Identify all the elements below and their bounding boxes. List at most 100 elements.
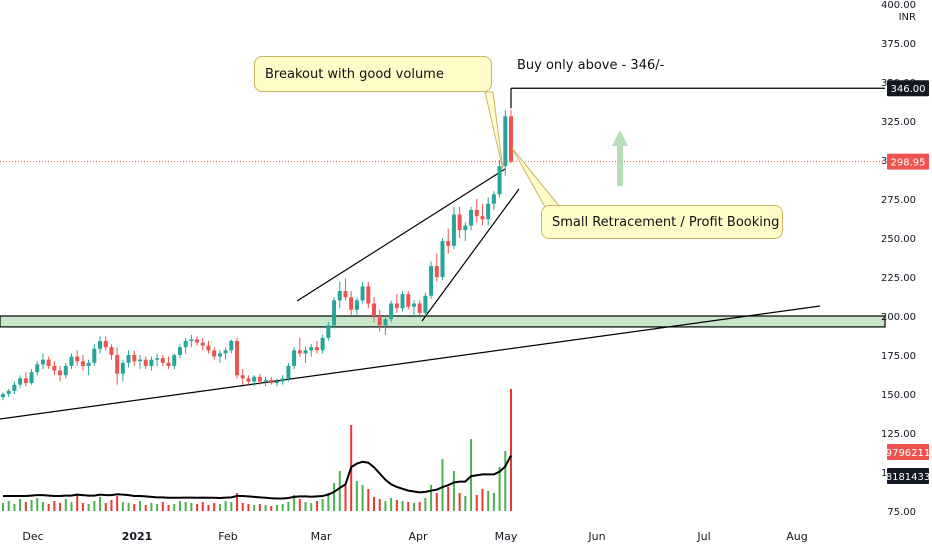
volume-bar — [344, 485, 347, 511]
candle-body — [12, 384, 17, 391]
volume-bar — [470, 439, 473, 511]
volume-bar — [236, 493, 239, 511]
volume-bar — [156, 504, 159, 511]
candle-body — [463, 225, 468, 231]
y-tick-label: 250.00 — [881, 234, 916, 245]
x-tick-label: 2021 — [122, 530, 153, 543]
candle-body — [320, 337, 325, 351]
volume-bar — [230, 502, 233, 511]
volume-bar — [7, 501, 10, 511]
volume-bar — [53, 501, 56, 511]
candle-body — [126, 355, 131, 363]
volume-bar — [458, 493, 461, 511]
up-arrow-icon — [612, 130, 628, 186]
y-tick-label: 225.00 — [881, 273, 916, 284]
candle-body — [172, 355, 177, 366]
candle-body — [263, 379, 268, 382]
volume-bar — [407, 502, 410, 511]
candle-body — [240, 375, 245, 379]
volume-bar — [275, 505, 278, 511]
candle-body — [451, 214, 456, 246]
price-badge — [887, 468, 929, 484]
y-tick-label: 150.00 — [881, 390, 916, 401]
y-tick-label: 325.00 — [881, 117, 916, 128]
candle-body — [29, 372, 34, 384]
y-tick-label: 275.00 — [881, 195, 916, 206]
candle-body — [360, 286, 365, 301]
price-badge — [887, 153, 929, 170]
candle-body — [383, 319, 388, 326]
candle-body — [200, 342, 205, 346]
volume-bar — [127, 503, 130, 511]
breakout-callout-pointer — [484, 91, 504, 171]
y-tick-label: 200.00 — [881, 312, 916, 323]
candle-body — [92, 348, 97, 363]
volume-bar — [327, 493, 330, 511]
retracement-callout-pointer — [511, 147, 562, 208]
candle-body — [246, 378, 251, 382]
y-tick-label: 375.00 — [881, 39, 916, 50]
volume-bar — [293, 495, 296, 511]
candle-body — [143, 359, 148, 366]
candle-body — [286, 365, 291, 379]
volume-bar — [104, 503, 107, 511]
volume-bar — [338, 471, 341, 511]
candle-body — [86, 362, 91, 366]
candle-body — [343, 291, 348, 298]
volume-bar — [241, 503, 244, 511]
volume-ma-line — [3, 455, 512, 500]
candle-body — [509, 116, 513, 162]
candle-body — [469, 209, 474, 226]
candle-body — [309, 347, 314, 351]
breakout-callout-text: Breakout with good volume — [265, 67, 444, 82]
volume-bar — [401, 501, 404, 511]
volume-bar — [264, 505, 267, 511]
volume-bar — [178, 501, 181, 511]
volume-bar — [418, 502, 421, 511]
volume-bar — [253, 505, 256, 511]
volume-bar — [59, 503, 62, 511]
candle-body — [269, 379, 274, 384]
volume-bar — [304, 502, 307, 511]
y-tick-label: 175.00 — [881, 351, 916, 362]
candle-body — [149, 359, 154, 366]
candle-body — [280, 378, 285, 382]
volume-bar — [201, 502, 204, 511]
price-badge-label: 346.00 — [891, 84, 926, 95]
breakout-callout: Breakout with good volume — [254, 56, 492, 92]
candle-body — [35, 364, 40, 373]
candle-body — [223, 350, 228, 354]
volume-bar — [47, 504, 50, 511]
volume-bar — [93, 501, 96, 511]
candle-body — [63, 365, 68, 376]
volume-bar — [190, 503, 193, 511]
x-tick-label: Feb — [218, 530, 237, 543]
candle-body — [400, 294, 405, 309]
candle-body — [40, 359, 45, 365]
volume-bar — [138, 501, 141, 511]
candle-body — [58, 370, 63, 376]
volume-bar — [150, 503, 153, 511]
candle-body — [229, 340, 234, 351]
candle-body — [411, 303, 416, 307]
volume-bar — [133, 504, 136, 511]
candle-body — [429, 266, 434, 296]
y-tick-label: 75.00 — [887, 507, 916, 518]
candle-body — [372, 303, 377, 316]
volume-bar — [2, 503, 4, 511]
volume-bar — [64, 499, 67, 511]
candle-body — [440, 241, 445, 277]
candle-body — [292, 350, 297, 366]
candle-body — [332, 300, 337, 326]
volume-bar — [464, 496, 467, 511]
volume-bar — [213, 503, 216, 511]
long-term-trendline — [0, 305, 821, 420]
candle-body — [166, 362, 171, 366]
candle-body — [377, 316, 382, 326]
candle-body — [423, 295, 428, 313]
candle-body — [109, 347, 114, 355]
candle-body — [303, 350, 308, 354]
volume-bar — [13, 504, 16, 511]
volume-bar — [281, 504, 284, 511]
